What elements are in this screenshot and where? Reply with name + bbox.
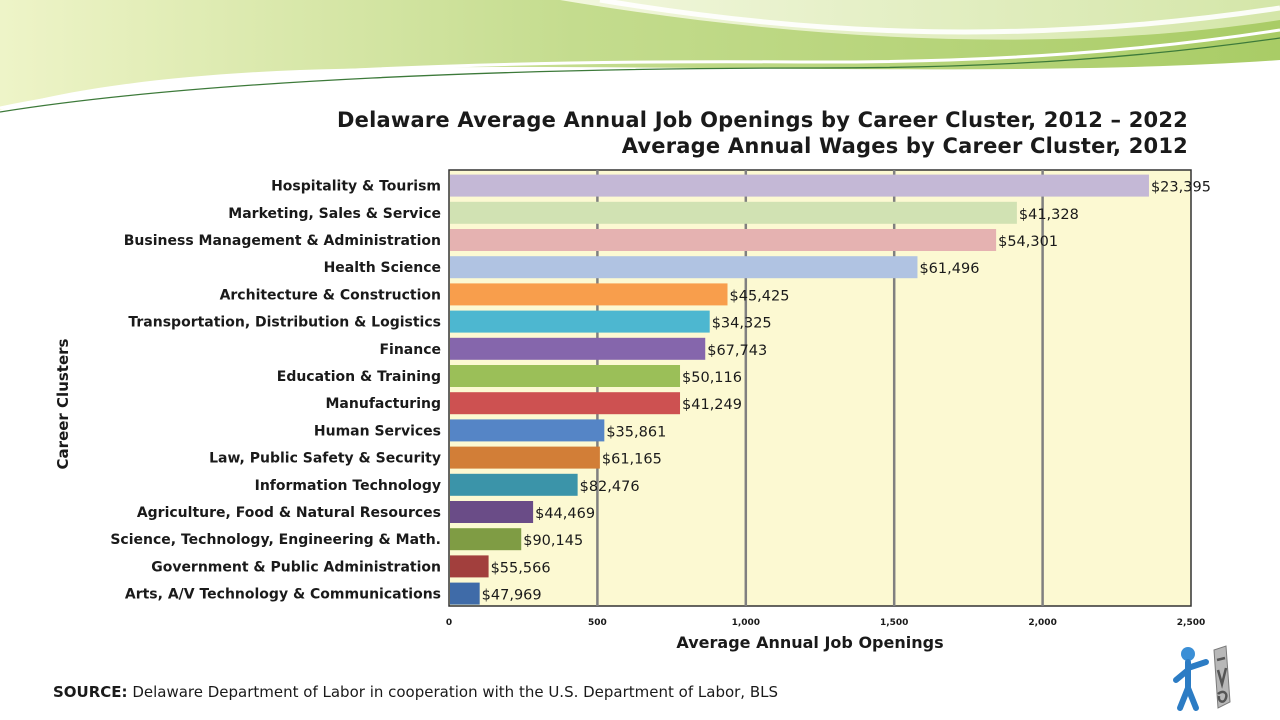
wage-label: $41,249 bbox=[682, 397, 742, 413]
wage-label: $90,145 bbox=[523, 533, 583, 549]
wage-label: $23,395 bbox=[1151, 180, 1211, 196]
x-axis-title: Average Annual Job Openings bbox=[676, 633, 943, 652]
bar bbox=[450, 310, 710, 333]
x-tick-label: 2,500 bbox=[1177, 618, 1205, 628]
wage-label: $67,743 bbox=[707, 343, 767, 359]
category-labels: Hospitality & Tourism Marketing, Sales & … bbox=[110, 179, 441, 603]
category-label: Agriculture, Food & Natural Resources bbox=[137, 505, 441, 521]
category-label: Government & Public Administration bbox=[151, 559, 441, 575]
bar bbox=[450, 365, 681, 387]
bar bbox=[450, 501, 534, 523]
bar bbox=[450, 582, 480, 605]
wage-label: $61,165 bbox=[602, 452, 662, 468]
category-label: Human Services bbox=[314, 423, 441, 439]
x-tick-label: 1,500 bbox=[880, 618, 908, 628]
bar bbox=[450, 229, 997, 251]
category-label: Law, Public Safety & Security bbox=[209, 451, 441, 467]
category-label: Transportation, Distribution & Logistics bbox=[128, 315, 441, 331]
category-label: Architecture & Construction bbox=[220, 287, 441, 303]
wage-labels: $23,395 $41,328 $54,301 $61,496 $45,425 $34,3… bbox=[482, 180, 1211, 604]
wage-label: $47,969 bbox=[482, 588, 542, 604]
wage-label: $55,566 bbox=[491, 560, 551, 576]
chart-title: Delaware Average Annual Job Openings by … bbox=[337, 108, 1188, 132]
bar bbox=[450, 419, 605, 442]
category-label: Finance bbox=[379, 342, 441, 358]
source-text: Delaware Department of Labor in cooperat… bbox=[127, 683, 779, 701]
source-prefix: SOURCE: bbox=[53, 683, 128, 701]
wage-label: $45,425 bbox=[730, 288, 790, 304]
stick-figure-info-logo-icon bbox=[1173, 645, 1231, 711]
x-tick-label: 500 bbox=[588, 618, 607, 628]
bar bbox=[450, 555, 489, 578]
bars bbox=[450, 174, 1149, 605]
bar bbox=[450, 201, 1017, 224]
category-label: Marketing, Sales & Service bbox=[228, 206, 441, 222]
decorative-swoosh-header bbox=[0, 0, 1280, 113]
wage-label: $54,301 bbox=[998, 234, 1058, 250]
bar bbox=[450, 283, 728, 306]
category-label: Health Science bbox=[324, 260, 441, 276]
category-label: Manufacturing bbox=[326, 396, 442, 412]
x-tick-label: 0 bbox=[446, 618, 452, 628]
category-label: Business Management & Administration bbox=[124, 233, 441, 249]
wage-label: $34,325 bbox=[712, 316, 772, 332]
category-label: Hospitality & Tourism bbox=[271, 179, 441, 195]
wage-label: $82,476 bbox=[580, 479, 640, 495]
bar bbox=[450, 337, 706, 360]
category-label: Arts, A/V Technology & Communications bbox=[125, 587, 441, 603]
x-tick-label: 2,000 bbox=[1028, 618, 1056, 628]
wage-label: $41,328 bbox=[1019, 207, 1079, 223]
y-axis-title: Career Clusters bbox=[54, 338, 72, 469]
bar bbox=[450, 256, 918, 279]
wage-label: $50,116 bbox=[682, 370, 742, 386]
category-label: Information Technology bbox=[255, 478, 441, 494]
category-label: Education & Training bbox=[277, 369, 441, 385]
bar bbox=[450, 174, 1149, 197]
category-label: Science, Technology, Engineering & Math. bbox=[110, 532, 441, 548]
wage-label: $35,861 bbox=[606, 424, 666, 440]
bar bbox=[450, 446, 600, 469]
wage-label: $61,496 bbox=[919, 261, 979, 277]
wage-label: $44,469 bbox=[535, 506, 595, 522]
source-note: SOURCE: Delaware Department of Labor in … bbox=[53, 683, 778, 701]
bar bbox=[450, 392, 681, 415]
x-tick-labels: 0 500 1,000 1,500 2,000 2,500 bbox=[446, 618, 1205, 628]
bar bbox=[450, 528, 522, 551]
x-tick-label: 1,000 bbox=[732, 618, 760, 628]
chart-subtitle: Average Annual Wages by Career Cluster, … bbox=[621, 134, 1188, 158]
bar bbox=[450, 473, 578, 496]
